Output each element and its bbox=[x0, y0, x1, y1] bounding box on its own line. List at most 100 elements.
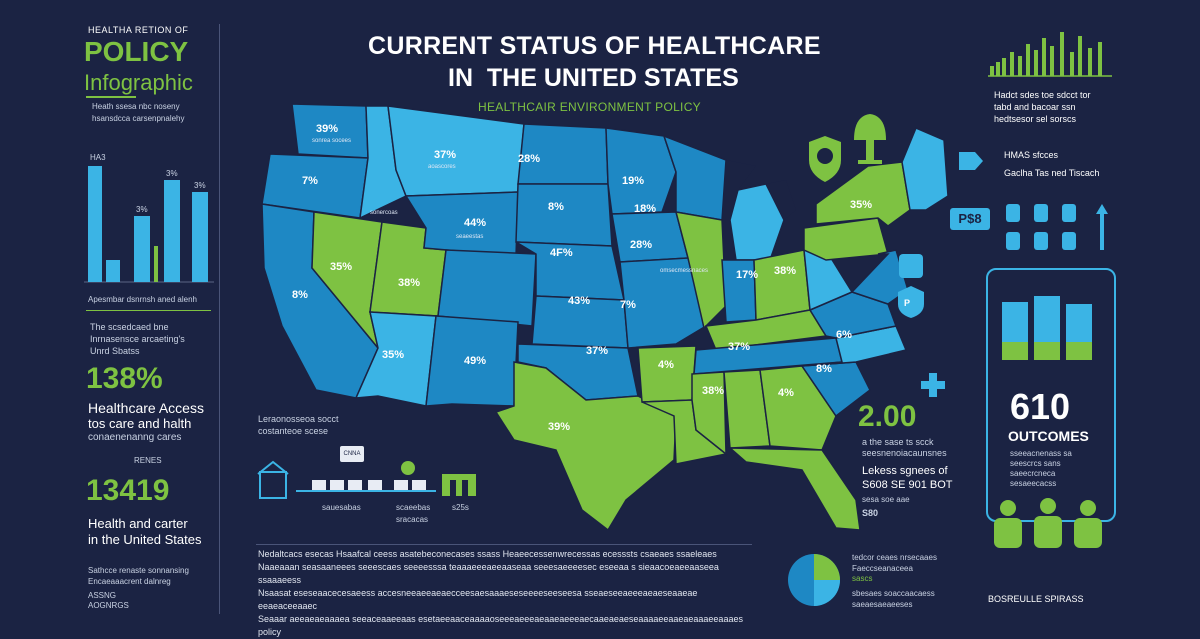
left-foot3: ASSNG bbox=[88, 591, 117, 600]
p-badge: P$8 bbox=[950, 208, 990, 230]
left-subtitle: Infographic bbox=[84, 70, 193, 95]
map-label-13: 43% bbox=[568, 295, 590, 307]
map-label-16: 35% bbox=[382, 349, 404, 361]
map-label-17: 49% bbox=[464, 355, 486, 367]
pie-label2: Faeccseanaceea bbox=[852, 564, 913, 573]
state-new-york bbox=[815, 161, 911, 227]
state-ohio bbox=[753, 249, 811, 321]
right-text2: tabd and bacoar ssn bbox=[994, 102, 1076, 112]
map-label-15: 8% bbox=[292, 289, 308, 301]
right-text1: Hadct sdes toe sdcct tor bbox=[994, 90, 1091, 100]
green-divider bbox=[86, 96, 136, 98]
state-new-england bbox=[901, 127, 949, 211]
left-bar-6 bbox=[192, 192, 208, 282]
stat2-label1: Health and carter bbox=[88, 516, 188, 531]
map-label-8: 8% bbox=[548, 201, 564, 213]
bar-label-1: HA3 bbox=[90, 153, 106, 162]
right-icon-text1: HMAS sfcces bbox=[1004, 150, 1059, 160]
map-label-20: 39% bbox=[548, 421, 570, 433]
map-label-29: 4% bbox=[778, 387, 794, 399]
left-note3: Inrnasensce arcaeting's bbox=[90, 334, 185, 344]
state-texas bbox=[494, 361, 677, 530]
map-label-26: 8% bbox=[816, 363, 832, 375]
neighborhood-illustration bbox=[257, 460, 476, 499]
state-nj-md bbox=[850, 249, 909, 305]
stat2-kicker: RENES bbox=[134, 456, 162, 465]
stat2-label2: in the United States bbox=[88, 532, 202, 547]
great-lakes bbox=[722, 160, 796, 220]
map-label-24: 38% bbox=[774, 265, 796, 277]
map-label-11: 38% bbox=[398, 277, 420, 289]
pie-chart bbox=[788, 554, 840, 606]
pie-label4: sbesaes soaccaacaess bbox=[852, 589, 935, 598]
us-map: 39% 37% 7% 28% 19% 44% 8% 18% 35% 38% 4F… bbox=[261, 103, 949, 530]
left-bar-3 bbox=[134, 216, 150, 282]
shield-icon bbox=[809, 136, 841, 182]
footer-line3: Nsaasat eseseaacecesaeess accesneeaeeaea… bbox=[258, 588, 698, 611]
left-bar-2 bbox=[106, 260, 120, 282]
stat1-label1: Healthcare Access bbox=[88, 400, 204, 416]
stat1-label3: conaenenanng cares bbox=[88, 432, 182, 443]
state-new-mexico bbox=[425, 315, 519, 407]
outcomes-line3: saeecrcneca bbox=[1010, 469, 1056, 478]
state-mississippi bbox=[691, 371, 727, 456]
map-label-25: 37% bbox=[728, 341, 750, 353]
map-label-21: 4% bbox=[658, 359, 674, 371]
main-subtitle: HEALTHCAIR ENVIRONMENT POLICY bbox=[478, 100, 701, 114]
bar-label-3: 3% bbox=[166, 169, 178, 178]
green-divider-2 bbox=[86, 310, 211, 311]
state-arkansas bbox=[637, 345, 697, 403]
left-bar-4 bbox=[154, 246, 158, 282]
map-label-10: 35% bbox=[330, 261, 352, 273]
footer-para: Nedaltcacs esecas Hsaafcal ceess asatebe… bbox=[258, 548, 754, 639]
stat1-label2: tos care and halth bbox=[88, 416, 192, 431]
map-label-6: 19% bbox=[622, 175, 644, 187]
map-label-14: 28% bbox=[630, 239, 652, 251]
medical-cross-icon bbox=[921, 373, 945, 397]
map-label-22: 38% bbox=[702, 385, 724, 397]
pie-label3: sascs bbox=[852, 574, 873, 583]
left-foot4: AOGNRGS bbox=[88, 601, 129, 610]
stat-2-00: 2.00 bbox=[858, 400, 917, 433]
map-sublabel-5: omsecmessnaces bbox=[660, 268, 708, 274]
left-bar-1 bbox=[88, 166, 102, 282]
right-mid-desc3: Lekess sgnees of bbox=[862, 465, 948, 477]
state-florida bbox=[727, 447, 861, 530]
outcomes-line1: sseeacnenass sa bbox=[1010, 449, 1072, 458]
state-south-dakota bbox=[515, 183, 613, 247]
left-bar-chart: HA3 3% 3% 3% bbox=[84, 153, 214, 283]
stat-610: 610 bbox=[1010, 386, 1071, 427]
outcomes-line2: seescrcs sans bbox=[1010, 459, 1061, 468]
left-desc1: Heath ssesa nbc noseny bbox=[92, 102, 180, 111]
right-foot: BOSREULLE SPIRASS bbox=[988, 594, 1084, 604]
map-shield-icon: P bbox=[898, 286, 924, 318]
lamp-icon bbox=[854, 114, 886, 164]
center-badge: CNNA bbox=[340, 446, 364, 462]
map-label-3: 7% bbox=[302, 175, 318, 187]
center-cap2: scaeebas bbox=[396, 503, 431, 512]
map-label-23: 17% bbox=[736, 269, 758, 281]
footer-line1: Nedaltcacs esecas Hsaafcal ceess asatebe… bbox=[258, 549, 717, 559]
footer-line2: Naaeaaan seasaaneees seeescaes seeeesssa… bbox=[258, 562, 719, 585]
left-note1: Apesmbar dsnrnsh aned alenh bbox=[88, 295, 197, 304]
arrow-icon bbox=[959, 152, 983, 170]
map-label-2: 37% bbox=[434, 149, 456, 161]
bar-label-4: 3% bbox=[194, 181, 206, 190]
footer-line4: Seaaar aeeaeaeaaaea seeaceaaeeaas esetae… bbox=[258, 614, 743, 624]
right-mid-desc2: seesnenoiacaunsnes bbox=[862, 448, 947, 458]
state-colorado bbox=[437, 249, 537, 327]
pin-icon bbox=[899, 254, 923, 278]
map-label-5: 28% bbox=[518, 153, 540, 165]
main-title-line2: IN THE UNITED STATES bbox=[448, 64, 739, 92]
house-icon bbox=[259, 471, 287, 499]
bar-label-2: 3% bbox=[136, 205, 148, 214]
center-cap3: sracacas bbox=[396, 515, 429, 524]
left-note4: Unrd Sbatss bbox=[90, 346, 140, 356]
svg-text:P: P bbox=[904, 298, 910, 308]
map-sublabel-3: sonercoas bbox=[370, 210, 398, 216]
left-foot2: Encaeaaacrent dalnreg bbox=[88, 577, 171, 586]
right-mid-desc4: S608 SE 901 BOT bbox=[862, 479, 953, 491]
right-bar-chart bbox=[988, 32, 1112, 77]
left-foot1: Sathcce renaste sonnansing bbox=[88, 566, 189, 575]
stat-138: 138% bbox=[86, 362, 163, 395]
